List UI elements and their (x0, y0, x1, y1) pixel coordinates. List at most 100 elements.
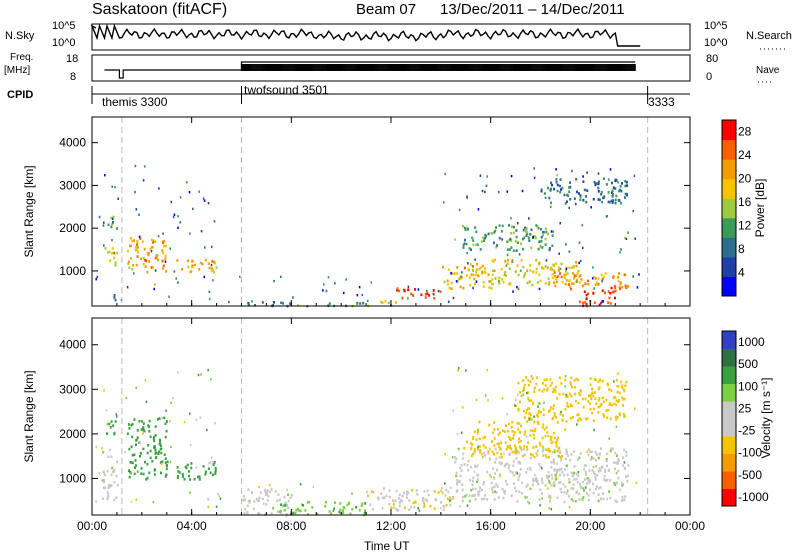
data-cell (505, 274, 508, 277)
data-cell (351, 508, 354, 511)
data-cell (547, 283, 550, 286)
data-cell (153, 439, 156, 443)
data-cell (518, 490, 521, 494)
data-cell (130, 472, 132, 475)
data-cell (127, 260, 130, 264)
data-cell (553, 271, 556, 274)
data-cell (448, 286, 451, 290)
data-cell (512, 460, 515, 463)
data-cell (605, 452, 608, 456)
data-cell (108, 485, 111, 489)
data-cell (565, 395, 568, 398)
data-cell (273, 279, 275, 283)
data-cell (442, 508, 445, 512)
data-cell (461, 271, 463, 274)
data-cell (135, 443, 137, 446)
data-cell (162, 232, 164, 235)
data-cell (531, 377, 534, 380)
data-cell (556, 189, 559, 193)
data-cell (149, 247, 152, 251)
data-cell (594, 472, 597, 476)
data-cell (621, 285, 624, 289)
data-cell (304, 509, 307, 512)
colorbar-swatch (722, 276, 736, 297)
data-cell (398, 501, 401, 504)
data-cell (521, 481, 524, 485)
data-cell (559, 191, 562, 194)
data-cell (620, 189, 623, 193)
data-cell (470, 465, 473, 469)
data-cell (504, 480, 507, 483)
data-cell (623, 498, 626, 502)
data-cell (553, 469, 556, 472)
data-cell (623, 461, 626, 464)
data-cell (515, 449, 518, 453)
data-cell (625, 380, 628, 384)
colorbar-tick-label: 28 (738, 125, 752, 139)
data-cell (450, 281, 453, 285)
data-cell (199, 416, 202, 419)
data-cell (569, 417, 572, 420)
data-cell (557, 274, 560, 278)
data-cell (276, 499, 279, 503)
data-cell (614, 296, 616, 300)
data-cell (509, 237, 512, 241)
data-cell (602, 492, 604, 495)
nsky-trace (90, 23, 641, 47)
data-cell (528, 418, 531, 421)
data-cell (604, 272, 607, 275)
data-cell (133, 453, 136, 457)
data-cell (494, 277, 497, 280)
nave-tick-bottom: 0 (706, 71, 713, 83)
colorbar-tick-label: 100 (738, 379, 758, 393)
data-cell (510, 174, 513, 178)
data-cell (594, 458, 597, 462)
data-cell (590, 392, 593, 396)
data-cell (623, 273, 626, 277)
data-cell (525, 230, 528, 234)
data-cell (530, 246, 533, 250)
data-cell (257, 512, 260, 515)
data-cell (541, 246, 544, 249)
data-cell (586, 279, 589, 283)
nsky-tick-top: 10^5 (52, 20, 76, 32)
data-cell (446, 279, 449, 283)
data-cell (578, 417, 581, 420)
data-cell (173, 270, 176, 273)
data-cell (634, 237, 636, 240)
data-cell (605, 398, 608, 402)
data-cell (285, 503, 288, 507)
data-cell (210, 263, 213, 267)
data-cell (615, 418, 618, 421)
data-cell (287, 506, 290, 510)
data-cell (514, 451, 517, 455)
data-cell (476, 480, 478, 484)
data-cell (587, 477, 590, 480)
data-cell (179, 221, 182, 224)
data-cell (532, 446, 535, 449)
data-cell (439, 290, 442, 293)
data-cell (481, 270, 484, 274)
data-cell (138, 420, 141, 423)
nsky-label: N.Sky (5, 30, 35, 42)
data-cell (484, 190, 486, 194)
data-cell (473, 448, 476, 451)
data-cell (533, 176, 536, 179)
data-cell (558, 252, 560, 255)
data-cell (550, 460, 553, 464)
data-cell (529, 456, 532, 460)
data-cell (284, 501, 287, 505)
data-cell (547, 232, 550, 236)
data-cell (603, 474, 606, 478)
data-cell (346, 503, 349, 507)
data-cell (569, 198, 572, 201)
data-cell (507, 435, 510, 439)
data-cell (424, 293, 427, 296)
data-cell (513, 474, 515, 477)
data-cell (597, 405, 600, 409)
data-cell (552, 404, 555, 407)
data-cell (481, 455, 484, 459)
data-cell (533, 235, 536, 238)
data-cell (529, 233, 532, 236)
